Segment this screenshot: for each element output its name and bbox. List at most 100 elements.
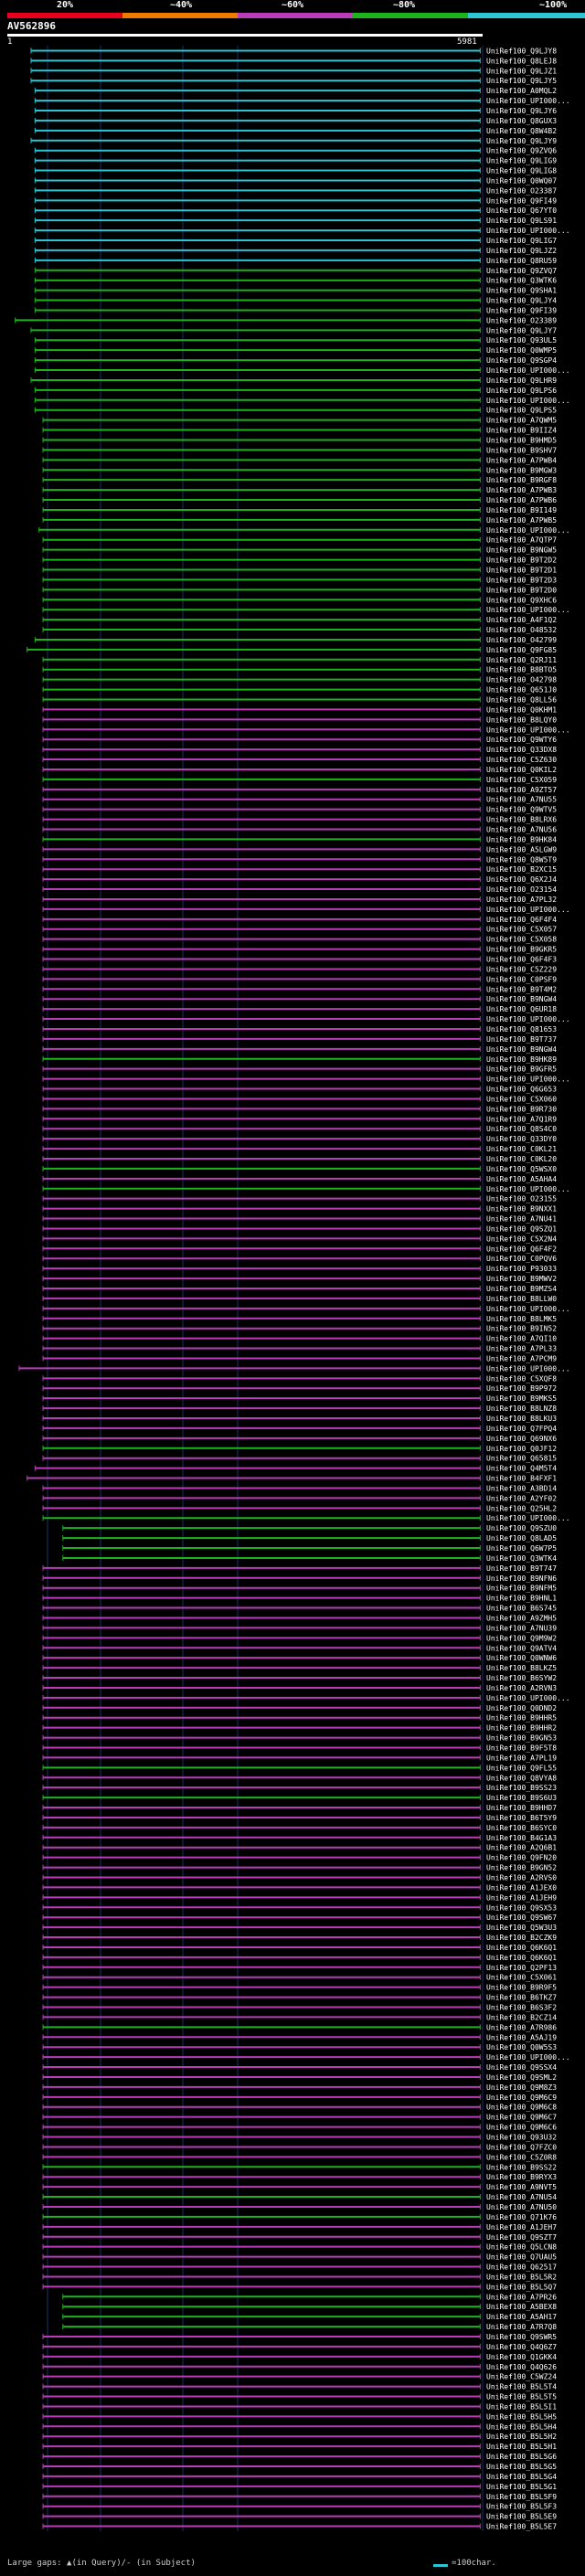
hit-label[interactable]: UniRef100_B6TKZ7 — [486, 1994, 557, 2002]
hit-row[interactable]: UniRef100_O42798 — [42, 676, 557, 684]
hit-row[interactable]: UniRef100_Q0KIL2 — [42, 766, 557, 774]
hit-label[interactable]: UniRef100_UPI000... — [486, 97, 570, 105]
hit-label[interactable]: UniRef100_B9F5T8 — [486, 1744, 557, 1752]
hit-label[interactable]: UniRef100_Q6F4F2 — [486, 1245, 557, 1253]
hit-row[interactable]: UniRef100_B5L5G4 — [42, 2473, 557, 2481]
hit-label[interactable]: UniRef100_Q9M9W2 — [486, 1634, 557, 1642]
hit-row[interactable]: UniRef100_Q9SX53 — [42, 1903, 557, 1912]
hit-row[interactable]: UniRef100_Q9ZVQ6 — [34, 147, 557, 155]
hit-row[interactable]: UniRef100_B9RGF8 — [42, 476, 557, 484]
hit-label[interactable]: UniRef100_O23155 — [486, 1195, 557, 1203]
hit-row[interactable]: UniRef100_Q9WTV5 — [42, 806, 557, 814]
hit-label[interactable]: UniRef100_C0PSF9 — [486, 975, 557, 983]
hit-row[interactable]: UniRef100_C5Z229 — [42, 965, 557, 973]
hit-label[interactable]: UniRef100_B9SS22 — [486, 2163, 557, 2171]
hit-label[interactable]: UniRef100_B6SYC0 — [486, 1824, 557, 1832]
hit-row[interactable]: UniRef100_UPI000... — [18, 1364, 570, 1373]
hit-label[interactable]: UniRef100_Q6K6Q1 — [486, 1944, 557, 1952]
hit-label[interactable]: UniRef100_UPI000... — [486, 726, 570, 734]
hit-label[interactable]: UniRef100_Q9LJY8 — [486, 47, 557, 55]
hit-row[interactable]: UniRef100_B9NXX1 — [42, 1205, 557, 1214]
hit-row[interactable]: UniRef100_B9HMD5 — [42, 436, 557, 444]
hit-label[interactable]: UniRef100_B8LLW0 — [486, 1295, 557, 1303]
hit-label[interactable]: UniRef100_Q9ATV4 — [486, 1644, 557, 1652]
hit-row[interactable]: UniRef100_Q4Q6Z7 — [42, 2343, 557, 2351]
hit-label[interactable]: UniRef100_A7PL33 — [486, 1345, 557, 1353]
hit-row[interactable]: UniRef100_B9T2D2 — [42, 557, 557, 565]
hit-label[interactable]: UniRef100_B6SYW2 — [486, 1674, 557, 1682]
hit-label[interactable]: UniRef100_B9NFN6 — [486, 1574, 557, 1583]
hit-label[interactable]: UniRef100_C5X057 — [486, 926, 557, 934]
hit-row[interactable]: UniRef100_Q9M6C6 — [42, 2124, 557, 2132]
hit-label[interactable]: UniRef100_A0MQL2 — [486, 87, 557, 95]
hit-row[interactable]: UniRef100_B5L5T5 — [42, 2393, 557, 2401]
hit-row[interactable]: UniRef100_A7NU54 — [42, 2193, 557, 2201]
hit-label[interactable]: UniRef100_A7R986 — [486, 2023, 557, 2031]
hit-label[interactable]: UniRef100_C5X059 — [486, 776, 557, 784]
hit-row[interactable]: UniRef100_Q8LEJ8 — [30, 57, 557, 65]
hit-label[interactable]: UniRef100_Q9LJY6 — [486, 107, 557, 115]
hit-row[interactable]: UniRef100_B9T747 — [42, 1564, 557, 1573]
hit-row[interactable]: UniRef100_B2XC15 — [42, 865, 557, 874]
hit-label[interactable]: UniRef100_Q9LJY9 — [486, 137, 557, 145]
hit-label[interactable]: UniRef100_O42798 — [486, 676, 557, 684]
hit-row[interactable]: UniRef100_B5L5Q7 — [42, 2283, 557, 2291]
hit-label[interactable]: UniRef100_Q9SZU0 — [486, 1524, 557, 1532]
hit-label[interactable]: UniRef100_Q9WTY6 — [486, 736, 557, 744]
hit-row[interactable]: UniRef100_B9HNL1 — [42, 1595, 557, 1603]
hit-label[interactable]: UniRef100_Q8W4B2 — [486, 127, 557, 135]
hit-label[interactable]: UniRef100_B9NGW5 — [486, 546, 557, 555]
hit-label[interactable]: UniRef100_A5AHA4 — [486, 1175, 557, 1183]
hit-row[interactable]: UniRef100_UPI000... — [42, 1514, 570, 1522]
hit-row[interactable]: UniRef100_B5L5G6 — [42, 2453, 557, 2461]
hit-row[interactable]: UniRef100_Q71K76 — [42, 2213, 557, 2221]
hit-label[interactable]: UniRef100_B9R730 — [486, 1105, 557, 1113]
hit-row[interactable]: UniRef100_B8LRX6 — [42, 816, 557, 824]
hit-row[interactable]: UniRef100_Q9LHR9 — [30, 376, 557, 385]
hit-row[interactable]: UniRef100_B5L5T4 — [42, 2383, 557, 2391]
hit-row[interactable]: UniRef100_A9NVT5 — [42, 2183, 557, 2191]
hit-row[interactable]: UniRef100_B5L5E9 — [42, 2513, 557, 2521]
hit-label[interactable]: UniRef100_Q9LJZ2 — [486, 247, 557, 255]
hit-row[interactable]: UniRef100_Q8W4B2 — [34, 127, 557, 135]
hit-label[interactable]: UniRef100_A9ZT57 — [486, 786, 557, 794]
hit-label[interactable]: UniRef100_B5L5G5 — [486, 2463, 557, 2471]
hit-row[interactable]: UniRef100_Q7UAU5 — [42, 2253, 557, 2262]
hit-label[interactable]: UniRef100_UPI000... — [486, 1694, 570, 1702]
hit-label[interactable]: UniRef100_Q9SZQ1 — [486, 1224, 557, 1233]
hit-label[interactable]: UniRef100_O23387 — [486, 186, 557, 195]
hit-row[interactable]: UniRef100_A1JEH9 — [42, 1893, 557, 1902]
hit-row[interactable]: UniRef100_B8LLW0 — [42, 1295, 557, 1303]
hit-label[interactable]: UniRef100_B5L5H1 — [486, 2443, 557, 2451]
hit-row[interactable]: UniRef100_Q69NX6 — [42, 1435, 557, 1443]
hit-label[interactable]: UniRef100_C0KL20 — [486, 1155, 557, 1163]
hit-label[interactable]: UniRef100_Q9LJY7 — [486, 326, 557, 334]
hit-label[interactable]: UniRef100_B2CZ14 — [486, 2013, 557, 2021]
hit-row[interactable]: UniRef100_B8BTO5 — [42, 666, 557, 674]
hit-row[interactable]: UniRef100_Q3WTK4 — [62, 1554, 557, 1563]
hit-row[interactable]: UniRef100_B6S3F2 — [42, 2004, 557, 2012]
hit-label[interactable]: UniRef100_A9ZMH5 — [486, 1614, 557, 1622]
hit-label[interactable]: UniRef100_A7NU50 — [486, 2203, 557, 2211]
hit-label[interactable]: UniRef100_UPI000... — [486, 526, 570, 535]
hit-row[interactable]: UniRef100_A7NU50 — [42, 2203, 557, 2211]
hit-row[interactable]: UniRef100_Q5LCN8 — [42, 2243, 557, 2252]
hit-label[interactable]: UniRef100_B5L5G6 — [486, 2453, 557, 2461]
hit-row[interactable]: UniRef100_Q9LIG7 — [34, 237, 557, 245]
hit-label[interactable]: UniRef100_Q9LHR9 — [486, 376, 557, 385]
hit-label[interactable]: UniRef100_A1JEH9 — [486, 1893, 557, 1902]
hit-row[interactable]: UniRef100_B9HK89 — [42, 1055, 557, 1064]
hit-label[interactable]: UniRef100_B9SS23 — [486, 1784, 557, 1792]
hit-row[interactable]: UniRef100_Q0WQ07 — [34, 176, 557, 185]
hit-label[interactable]: UniRef100_A5AH17 — [486, 2313, 557, 2321]
hit-row[interactable]: UniRef100_Q9SZQ1 — [42, 1224, 557, 1233]
hit-label[interactable]: UniRef100_B9HHD7 — [486, 1804, 557, 1812]
hit-label[interactable]: UniRef100_Q9SSX4 — [486, 2063, 557, 2072]
hit-label[interactable]: UniRef100_UPI000... — [486, 606, 570, 614]
hit-row[interactable]: UniRef100_Q93UL5 — [34, 336, 557, 345]
hit-row[interactable]: UniRef100_UPI000... — [38, 526, 570, 535]
hit-row[interactable]: UniRef100_B6T5Y9 — [42, 1814, 557, 1822]
hit-label[interactable]: UniRef100_B2CZK9 — [486, 1934, 557, 1942]
hit-label[interactable]: UniRef100_B8LNZ8 — [486, 1405, 557, 1413]
hit-row[interactable]: UniRef100_A7Q1R9 — [42, 1115, 557, 1123]
